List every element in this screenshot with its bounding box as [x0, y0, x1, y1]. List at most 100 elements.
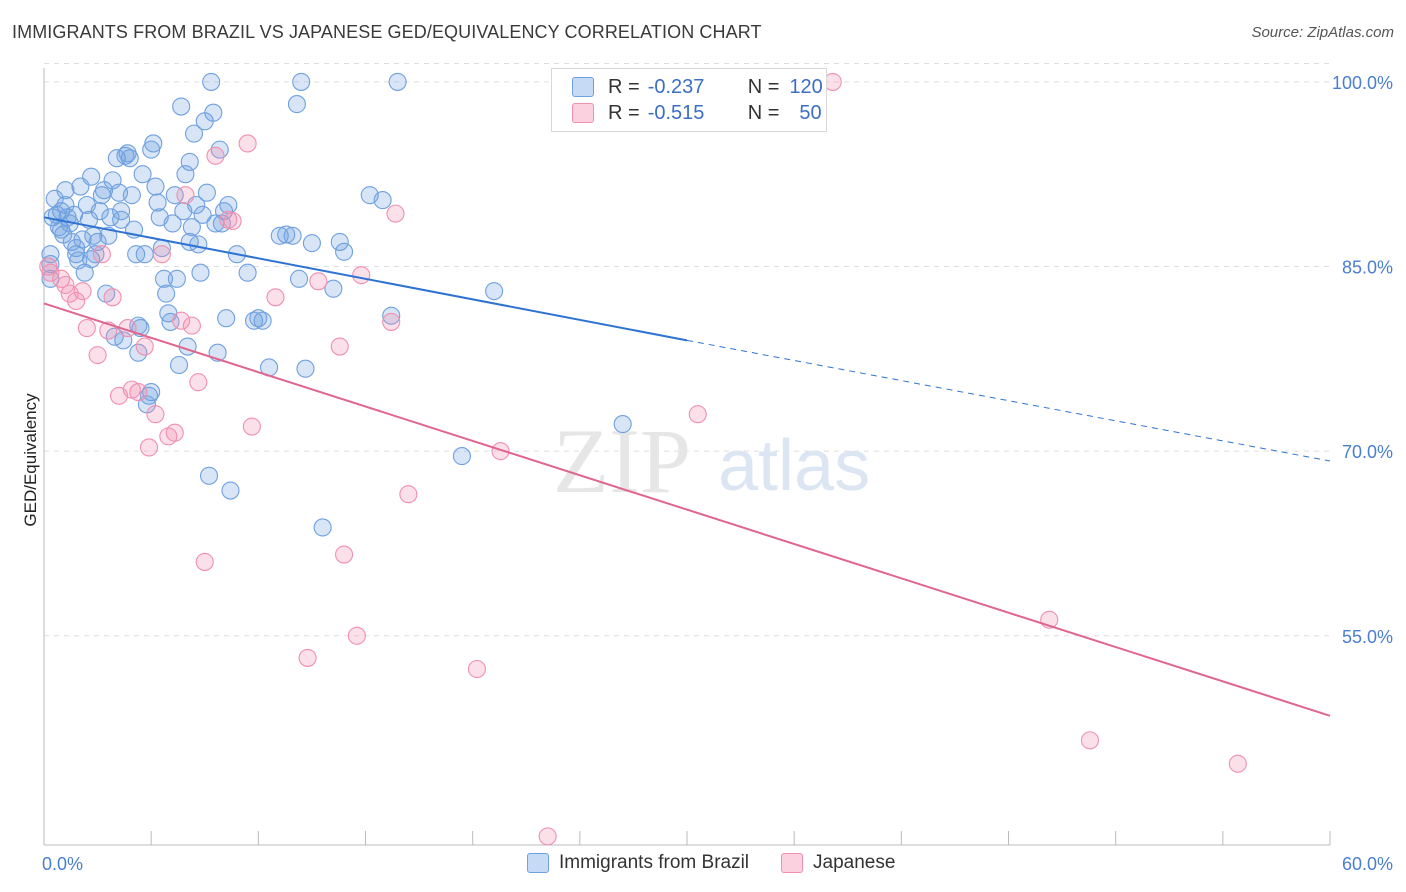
data-point [163, 214, 182, 233]
data-point [88, 346, 107, 365]
y-axis-title: GED/Equivalency [21, 393, 40, 527]
data-point [452, 447, 472, 466]
data-point [238, 134, 257, 153]
data-point [56, 275, 75, 295]
data-point [180, 152, 199, 171]
x-tick-label-min: 0.0% [42, 854, 83, 874]
legend-swatch-brazil [572, 77, 594, 97]
series-japanese-points [39, 72, 1247, 846]
data-point [238, 263, 257, 282]
data-point [67, 245, 86, 264]
data-point [56, 181, 75, 200]
stats-legend: R = -0.237 N = 120 R = -0.515 N = 50 [551, 68, 827, 132]
legend-r-value: -0.237 [647, 75, 705, 98]
data-point [189, 373, 208, 392]
data-point [82, 167, 101, 186]
source-label: Source: ZipAtlas.com [1251, 24, 1394, 41]
data-point [335, 242, 354, 261]
data-point [217, 309, 236, 328]
data-point [193, 205, 212, 224]
y-tick-label: 100.0% [1332, 73, 1393, 93]
data-point [324, 279, 343, 298]
data-point [154, 269, 174, 288]
data-point [382, 306, 401, 325]
legend-swatch-japanese [781, 853, 804, 873]
data-point [1080, 731, 1099, 750]
data-point [77, 319, 96, 338]
data-point [92, 245, 111, 264]
data-point [221, 481, 240, 500]
data-point [266, 288, 285, 307]
legend-r-label: R = [608, 75, 640, 98]
legend-n-label: N = [747, 101, 780, 124]
data-point [133, 165, 152, 184]
data-point [191, 263, 210, 282]
data-point [142, 383, 161, 402]
watermark-atlas: atlas [718, 426, 870, 506]
data-point [176, 186, 195, 205]
data-point [202, 72, 221, 91]
data-point [270, 226, 289, 245]
data-point [206, 146, 225, 165]
y-tick-label: 55.0% [1342, 627, 1393, 647]
gridlines [44, 62, 1330, 637]
legend-item-japanese: Japanese [781, 852, 895, 874]
data-point [283, 226, 302, 245]
legend-label-brazil: Immigrants from Brazil [559, 852, 750, 873]
data-point [244, 311, 264, 330]
data-point [165, 423, 184, 442]
data-point [148, 193, 167, 212]
data-point [613, 415, 632, 434]
legend-swatch-brazil [527, 853, 549, 873]
watermark-zip: ZIP [553, 410, 691, 512]
data-point [112, 210, 131, 229]
data-point [73, 282, 92, 301]
y-tick-labels: 55.0% 70.0% 85.0% 100.0% [1332, 73, 1393, 647]
legend-r-label: R = [608, 101, 640, 124]
data-point [292, 72, 311, 91]
data-point [290, 269, 309, 288]
data-point [172, 97, 191, 116]
chart-title: IMMIGRANTS FROM BRAZIL VS JAPANESE GED/E… [12, 22, 762, 42]
data-point [82, 250, 101, 269]
data-point [122, 186, 141, 205]
data-point [330, 337, 349, 356]
trend-line-japanese [43, 302, 1331, 717]
data-point [287, 95, 306, 114]
data-point [146, 177, 165, 196]
data-point [129, 383, 148, 402]
data-point [195, 552, 214, 571]
legend-item-brazil: Immigrants from Brazil [527, 852, 749, 874]
data-point [139, 438, 159, 457]
data-point [167, 269, 186, 288]
data-point [146, 405, 165, 424]
x-tick-label-max: 60.0% [1342, 854, 1393, 874]
data-point [302, 234, 321, 253]
legend-row-japanese: R = -0.515 N = 50 [572, 101, 822, 125]
data-point [169, 355, 189, 375]
y-tick-label: 70.0% [1342, 442, 1393, 462]
data-point [52, 220, 71, 239]
y-tick-label: 85.0% [1342, 258, 1393, 278]
data-point [1228, 754, 1247, 773]
legend-label-japanese: Japanese [813, 852, 896, 873]
watermark: ZIP atlas [553, 410, 870, 512]
data-point [165, 186, 184, 205]
data-point [388, 72, 407, 91]
data-point [99, 226, 118, 245]
data-point [204, 103, 223, 122]
data-point [120, 149, 139, 168]
data-point [386, 204, 405, 223]
data-point [335, 545, 354, 564]
data-point [182, 218, 201, 237]
legend-swatch-japanese [572, 103, 594, 123]
data-point [180, 232, 199, 251]
data-point [199, 466, 219, 485]
data-point [135, 337, 154, 356]
data-point [135, 245, 154, 264]
data-point [538, 827, 557, 846]
axes [43, 68, 1331, 846]
data-point [178, 337, 197, 356]
data-point [67, 291, 86, 311]
